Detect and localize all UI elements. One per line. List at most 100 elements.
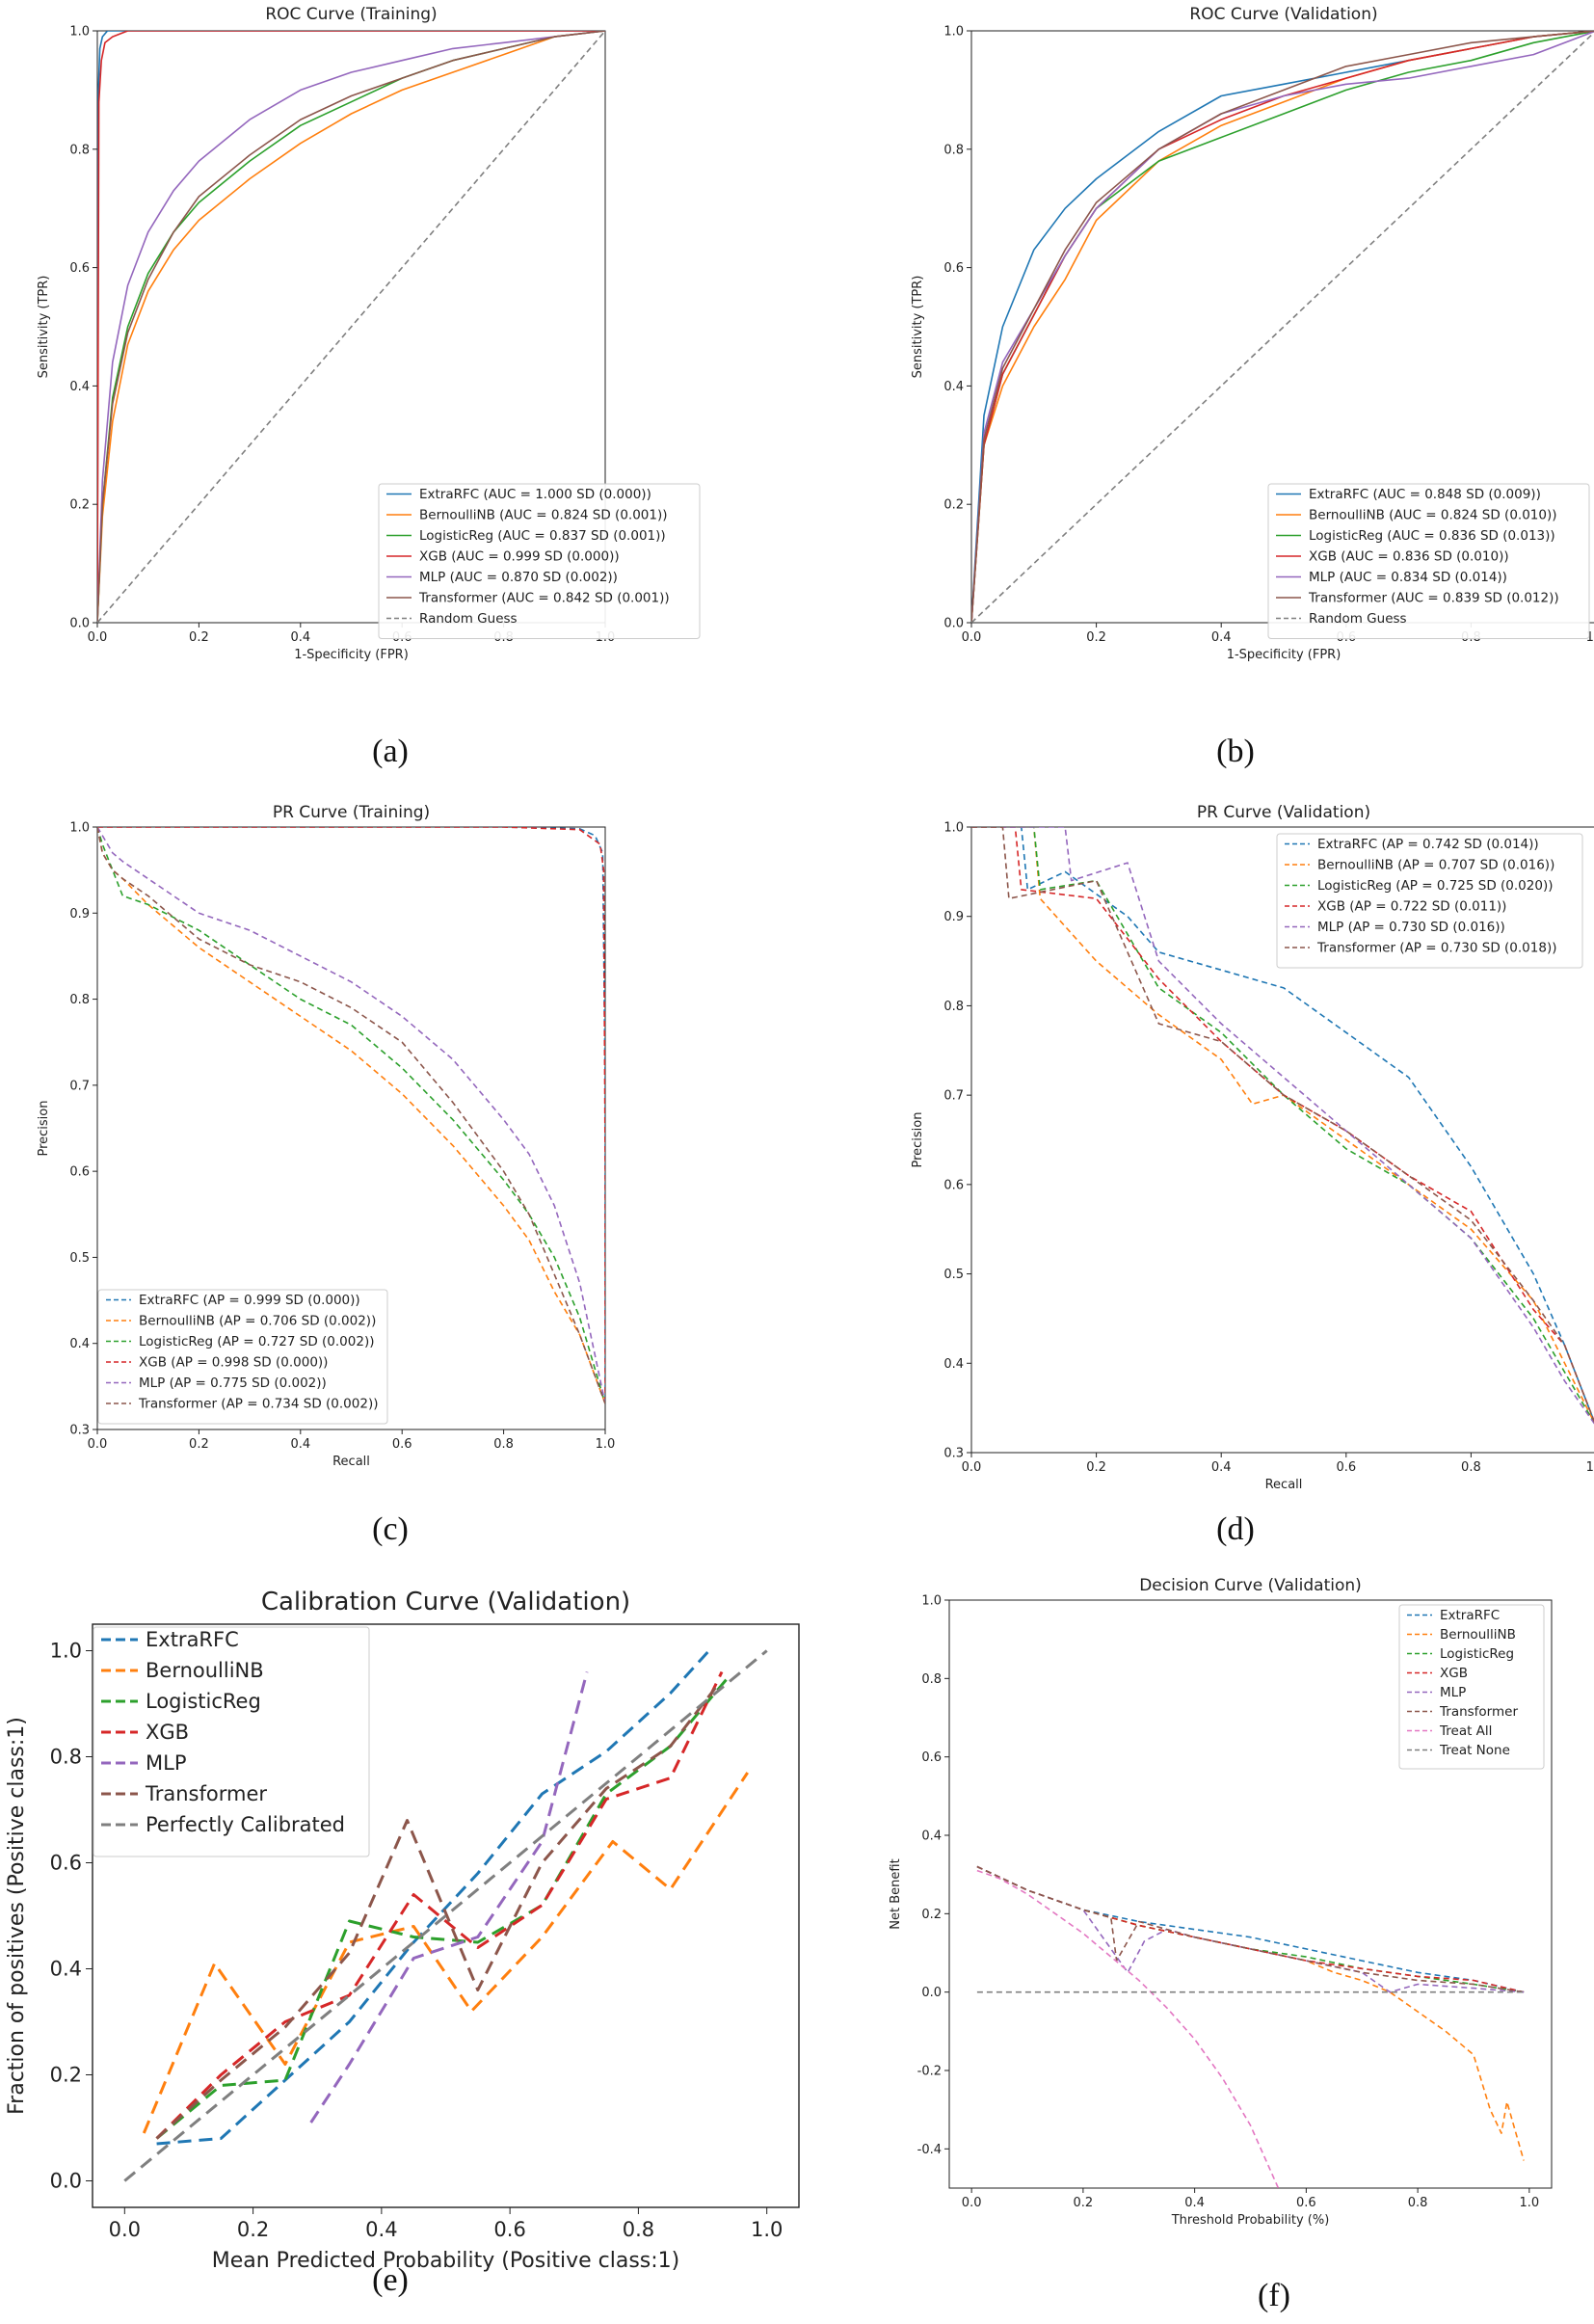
panel-label-a: (a): [372, 734, 409, 769]
y-axis-label: Sensitivity (TPR): [37, 276, 51, 379]
series-group: [971, 31, 1594, 623]
x-axis-label: Recall: [1265, 1478, 1303, 1492]
y-tick-label: 0.3: [69, 1424, 90, 1438]
legend-frame: [97, 1289, 388, 1425]
x-tick-label: 0.4: [1184, 2196, 1205, 2210]
y-tick-label: 0.6: [50, 1852, 82, 1875]
legend-entry-transformer: Transformer (AP = 0.730 SD (0.018)): [1316, 941, 1556, 956]
panel-label-e: (e): [372, 2262, 409, 2298]
y-axis-label: Sensitivity (TPR): [911, 276, 925, 379]
x-tick-label: 0.8: [1408, 2196, 1428, 2210]
x-tick-label: 0.8: [623, 2218, 654, 2241]
x-tick-label: 0.2: [189, 1437, 209, 1452]
x-tick-label: 1.0: [1586, 1460, 1594, 1475]
y-tick-label: 0.0: [943, 617, 964, 631]
series-group: [123, 1649, 768, 2182]
y-tick-label: 0.8: [50, 1746, 82, 1769]
legend-entry-perfectly-calibrated: Perfectly Calibrated: [146, 1813, 345, 1836]
x-tick-label: 0.0: [962, 630, 982, 645]
series-line-mlp: [309, 1671, 589, 2124]
y-tick-label: 0.6: [69, 1165, 90, 1180]
y-tick-label: 0.7: [69, 1079, 90, 1093]
panel-label-b: (b): [1216, 734, 1255, 769]
y-tick-label: 0.4: [943, 380, 964, 394]
y-tick-label: 0.4: [50, 1958, 82, 1981]
legend-entry-mlp: MLP (AP = 0.730 SD (0.016)): [1317, 920, 1505, 935]
x-tick-label: 0.4: [1211, 1460, 1232, 1475]
series-line-treat-all: [976, 1869, 1280, 2188]
legend-entry-mlp: MLP (AUC = 0.870 SD (0.002)): [419, 570, 618, 585]
series-line-mlp: [976, 1865, 1525, 1993]
y-tick-label: 0.0: [69, 617, 90, 631]
legend-entry-logisticreg: LogisticReg: [146, 1690, 261, 1713]
panel-decision-validation: 0.0 0.2 0.4 0.6 0.8 1.0 -0.4 -0.2 0.0 0.2 0.4 0.6 0.…: [889, 1576, 1553, 2228]
y-tick-label: 1.0: [69, 821, 90, 836]
series-group: [97, 31, 605, 623]
legend-entry-xgb: XGB (AUC = 0.836 SD (0.010)): [1309, 549, 1509, 565]
series-line-transformer: [971, 827, 1594, 1424]
y-tick-label: 0.3: [943, 1447, 964, 1461]
y-tick-label: 0.4: [921, 1830, 942, 1844]
y-tick-label: 0.6: [943, 261, 964, 276]
y-axis-label: Precision: [37, 1100, 51, 1156]
x-tick-label: 0.6: [1296, 2196, 1316, 2210]
y-tick-label: 0.2: [943, 498, 964, 513]
legend: ExtraRFC BernoulliNB LogisticReg XGB MLP Tran…: [93, 1626, 370, 1857]
legend-entry-extrarfc: ExtraRFC: [146, 1628, 239, 1651]
y-axis-label: Net Benefit: [889, 1858, 903, 1929]
panel-roc-training: 0.00.20.40.60.81.00.00.20.40.60.81.0ROC …: [37, 5, 701, 662]
legend-entry-mlp: MLP: [1440, 1685, 1466, 1700]
legend-entry-logisticreg: LogisticReg (AUC = 0.836 SD (0.013)): [1309, 528, 1555, 544]
legend-entry-xgb: XGB: [146, 1721, 189, 1744]
legend-entry-logisticreg: LogisticReg (AP = 0.727 SD (0.002)): [139, 1334, 374, 1349]
series-line-bernoullinb: [97, 31, 605, 623]
legend-entry-bernoullinb: BernoulliNB: [1440, 1627, 1516, 1643]
y-tick-label: 0.6: [69, 261, 90, 276]
legend-entry-logisticreg: LogisticReg (AP = 0.725 SD (0.020)): [1317, 878, 1553, 894]
legend: ExtraRFC BernoulliNB LogisticReg XGB MLP Tran…: [1398, 1604, 1545, 1770]
panel-calibration-validation: 0.0 0.2 0.4 0.6 0.8 1.0 0.0 0.2 0.4 0.6 0.8 1.0 Cali…: [5, 1588, 800, 2273]
series-group: [976, 1865, 1525, 2188]
y-tick-label: -0.2: [917, 2065, 942, 2079]
series-line-transformer: [971, 31, 1594, 623]
legend-entry-treat-all: Treat All: [1439, 1723, 1492, 1739]
legend-entry-extrarfc: ExtraRFC (AP = 0.999 SD (0.000)): [139, 1293, 360, 1308]
legend-entry-mlp: MLP: [146, 1751, 186, 1775]
y-tick-label: 0.2: [50, 2064, 82, 2087]
series-line-extrarfc: [156, 1649, 710, 2146]
legend-entry-xgb: XGB (AP = 0.722 SD (0.011)): [1317, 899, 1506, 915]
y-axis-label: Precision: [911, 1111, 925, 1167]
x-tick-label: 0.2: [1086, 630, 1106, 645]
panel-label-f: (f): [1258, 2278, 1290, 2313]
y-tick-label: 0.6: [921, 1750, 942, 1765]
legend-entry-transformer: Transformer: [145, 1782, 267, 1805]
legend-entry-xgb: XGB (AP = 0.998 SD (0.000)): [139, 1355, 328, 1371]
series-group: [97, 827, 605, 1404]
chart-title: Decision Curve (Validation): [1139, 1576, 1362, 1595]
series-line-transformer: [155, 1687, 717, 2140]
legend-frame: [378, 483, 701, 639]
legend-entry-transformer: Transformer (AUC = 0.842 SD (0.001)): [418, 591, 670, 606]
legend-entry-random-guess: Random Guess: [1309, 611, 1407, 627]
x-axis-label: Threshold Probability (%): [1171, 2213, 1330, 2228]
panel-pr-validation: 0.0 0.2 0.4 0.6 0.8 1.0 0.3 0.4 0.5 0.6 0.7 0.8 0.9 1…: [911, 803, 1594, 1492]
legend-entry-transformer: Transformer: [1439, 1704, 1518, 1720]
legend-entry-mlp: MLP (AUC = 0.834 SD (0.014)): [1309, 570, 1507, 585]
x-tick-label: 0.2: [237, 2218, 269, 2241]
legend-frame: [93, 1626, 370, 1857]
legend-entry-bernoullinb: BernoulliNB (AP = 0.706 SD (0.002)): [139, 1314, 376, 1329]
series-line-perfectly-calibrated: [123, 1649, 768, 2182]
legend-entry-logisticreg: LogisticReg (AUC = 0.837 SD (0.001)): [419, 528, 666, 544]
plot-frame: [948, 1599, 1553, 2189]
y-tick-label: 1.0: [943, 25, 964, 40]
x-tick-label: 0.0: [962, 2196, 982, 2210]
y-tick-label: 0.7: [943, 1089, 964, 1104]
legend-entry-mlp: MLP (AP = 0.775 SD (0.002)): [139, 1376, 327, 1391]
series-line-mlp: [97, 31, 605, 623]
y-tick-label: 0.4: [69, 380, 90, 394]
x-tick-label: 0.0: [88, 1437, 108, 1452]
x-tick-label: 0.6: [493, 2218, 525, 2241]
series-line-xgb: [971, 31, 1594, 623]
x-tick-label: 0.6: [1336, 1460, 1356, 1475]
